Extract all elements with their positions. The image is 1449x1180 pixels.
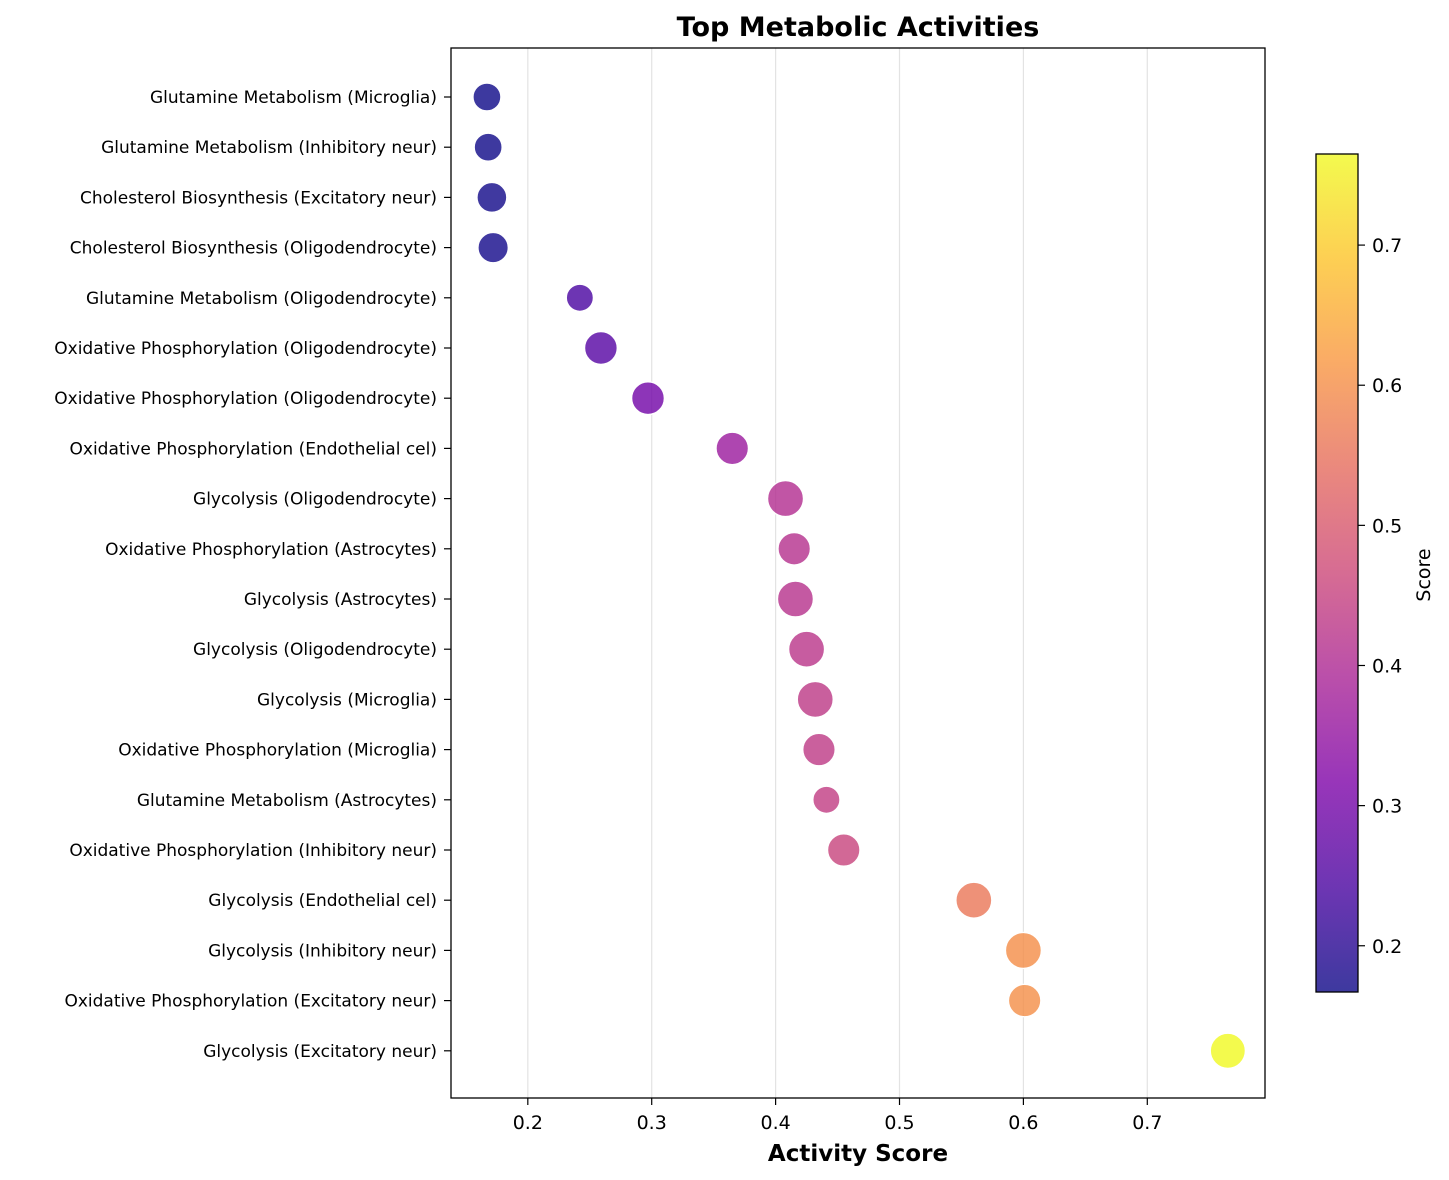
data-point [787,630,826,668]
y-tick-label: Oxidative Phosphorylation (Astrocytes) [105,540,437,560]
data-point [796,680,834,719]
y-tick-label: Oxidative Phosphorylation (Microglia) [118,741,437,761]
data-point [477,231,510,264]
colorbar-tick-label: 0.2 [1372,936,1402,958]
data-point [766,479,805,518]
colorbar-tick-label: 0.4 [1372,655,1402,677]
y-tick-label: Glycolysis (Oligodendrocyte) [193,490,437,510]
colorbar-tick-label: 0.7 [1372,235,1402,257]
data-point [826,833,861,867]
data-points [472,82,1247,1070]
y-tick-label: Glutamine Metabolism (Oligodendrocyte) [86,289,437,309]
colorbar-tick-label: 0.6 [1372,375,1402,397]
data-point [473,132,503,162]
data-point [776,580,815,618]
y-tick-label: Oxidative Phosphorylation (Oligodendrocy… [54,389,437,409]
data-point [476,181,508,214]
plot-frame [450,47,1266,1099]
y-tick-label: Oxidative Phosphorylation (Oligodendrocy… [54,339,437,359]
data-point [1007,983,1042,1018]
x-tick-label: 0.5 [884,1112,914,1134]
x-tick-label: 0.6 [1008,1112,1038,1134]
x-axis: 0.2 0.3 0.4 0.5 0.6 0.7 [513,1098,1162,1134]
data-point [630,381,666,416]
data-point [955,881,993,919]
data-point [715,431,750,466]
y-tick-label: Glutamine Metabolism (Inhibitory neur) [101,138,437,158]
colorbar-label: Score [1413,548,1435,601]
data-point [565,283,595,313]
x-tick-label: 0.3 [637,1112,667,1134]
y-tick-label: Glutamine Metabolism (Microglia) [150,88,437,108]
chart-title: Top Metabolic Activities [677,12,1040,43]
y-tick-label: Glycolysis (Endothelial cel) [208,891,437,911]
y-axis: Glutamine Metabolism (Microglia) Glutamin… [54,88,451,1062]
y-tick-label: Glycolysis (Microglia) [257,690,437,710]
y-tick-label: Cholesterol Biosynthesis (Excitatory neu… [80,188,437,208]
y-tick-label: Glycolysis (Astrocytes) [244,590,437,610]
y-tick-label: Oxidative Phosphorylation (Excitatory ne… [64,992,437,1012]
y-tick-label: Glycolysis (Inhibitory neur) [208,941,437,961]
x-tick-label: 0.4 [760,1112,790,1134]
data-point [1004,931,1043,970]
y-tick-label: Oxidative Phosphorylation (Endothelial c… [70,439,437,459]
colorbar-tick-label: 0.3 [1372,796,1402,818]
y-tick-label: Cholesterol Biosynthesis (Oligodendrocyt… [70,239,437,259]
data-point [777,531,812,566]
data-point [802,732,836,767]
x-tick-label: 0.7 [1132,1112,1162,1134]
colorbar-tick-label: 0.5 [1372,515,1402,537]
x-axis-label: Activity Score [768,1141,948,1167]
grid-lines [527,48,1148,1098]
y-tick-label: Glycolysis (Oligodendrocyte) [193,640,437,660]
data-point [1209,1032,1247,1070]
colorbar [1315,153,1359,993]
y-tick-label: Glycolysis (Excitatory neur) [203,1042,437,1062]
colorbar-axis: 0.2 0.3 0.4 0.5 0.6 0.7 [1358,235,1402,958]
y-tick-label: Glutamine Metabolism (Astrocytes) [137,791,437,811]
data-point [472,82,502,112]
y-tick-label: Oxidative Phosphorylation (Inhibitory ne… [69,841,437,861]
x-tick-label: 0.2 [513,1112,543,1134]
data-point [583,330,619,366]
data-point [812,785,841,815]
